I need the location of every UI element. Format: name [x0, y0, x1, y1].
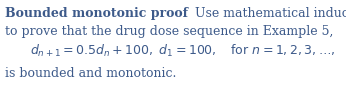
Text: $d_{n+1} = 0.5d_n + 100,\ d_1 = 100, \quad \mathrm{for}\ n = 1, 2, 3, \ldots,$: $d_{n+1} = 0.5d_n + 100,\ d_1 = 100, \qu…	[30, 43, 335, 59]
Text: Bounded monotonic proof: Bounded monotonic proof	[5, 7, 188, 20]
Text: is bounded and monotonic.: is bounded and monotonic.	[5, 67, 176, 80]
Text: to prove that the drug dose sequence in Example 5,: to prove that the drug dose sequence in …	[5, 25, 334, 38]
Text: Use mathematical induction: Use mathematical induction	[191, 7, 346, 20]
